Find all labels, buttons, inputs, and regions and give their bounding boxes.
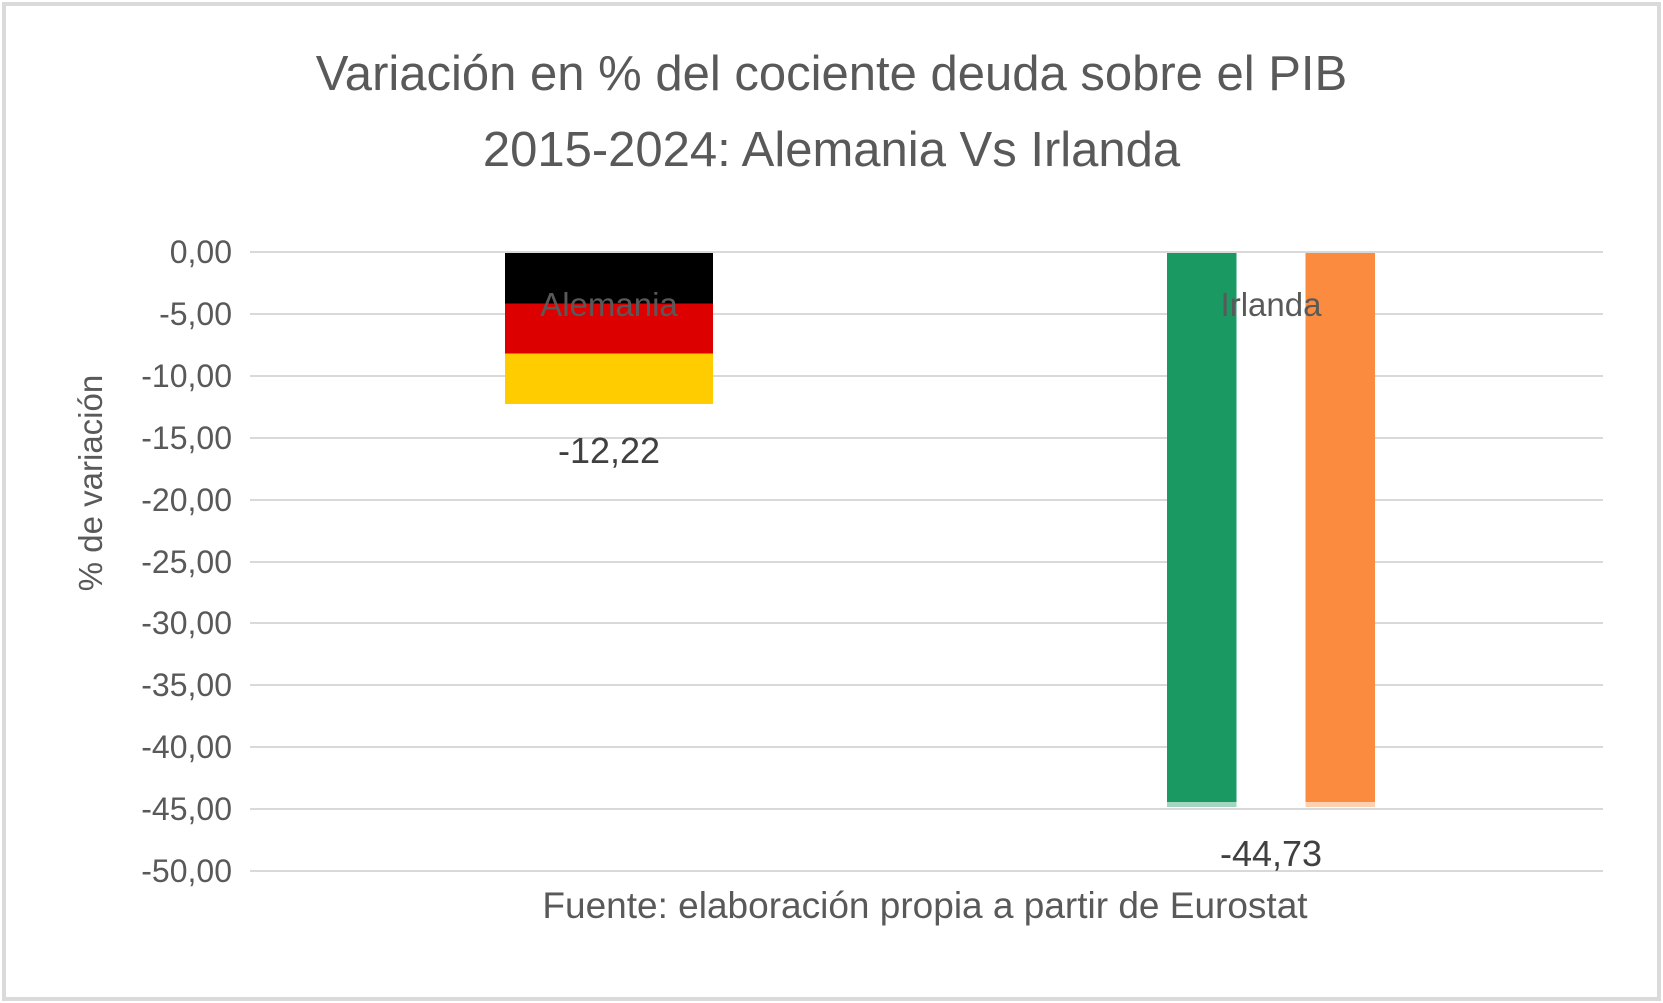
y-tick-label: -15,00 — [141, 419, 232, 456]
y-tick-label: -30,00 — [141, 605, 232, 642]
chart-title: Variación en % del cociente deuda sobre … — [0, 36, 1663, 188]
category-label-alemania: Alemania — [540, 286, 678, 323]
gridline — [250, 746, 1603, 749]
y-tick-label: -20,00 — [141, 481, 232, 518]
y-tick-label: -10,00 — [141, 357, 232, 394]
y-tick-label: -45,00 — [141, 791, 232, 828]
chart-title-line2: 2015-2024: Alemania Vs Irlanda — [482, 123, 1181, 177]
data-label-alemania: -12,22 — [557, 430, 661, 472]
y-tick-label: 0,00 — [169, 234, 232, 270]
y-tick-label: -40,00 — [141, 729, 232, 766]
y-tick-label: -50,00 — [141, 853, 232, 889]
category-label-irlanda: Irlanda — [1220, 286, 1322, 323]
gridline — [250, 684, 1603, 687]
gridline — [250, 870, 1603, 872]
y-tick-label: -25,00 — [141, 543, 232, 580]
y-tick-label: -35,00 — [141, 667, 232, 704]
gridline — [250, 498, 1603, 501]
gridline — [250, 251, 1603, 253]
gridline — [250, 560, 1603, 563]
chart-title-line1: Variación en % del cociente deuda sobre … — [315, 47, 1348, 101]
gridline — [250, 622, 1603, 625]
y-tick-label: -5,00 — [159, 295, 232, 332]
flag-bottom-edge-tint — [1167, 801, 1375, 807]
gridline — [250, 374, 1603, 377]
bar-alemania-germany-flag — [505, 253, 713, 405]
gridline — [250, 808, 1603, 811]
source-note: Fuente: elaboración propia a partir de E… — [542, 885, 1308, 926]
data-label-irlanda: -44,73 — [1219, 832, 1323, 874]
gridline — [250, 312, 1603, 315]
gridline — [250, 436, 1603, 439]
bar-irlanda-ireland-flag — [1167, 253, 1375, 807]
